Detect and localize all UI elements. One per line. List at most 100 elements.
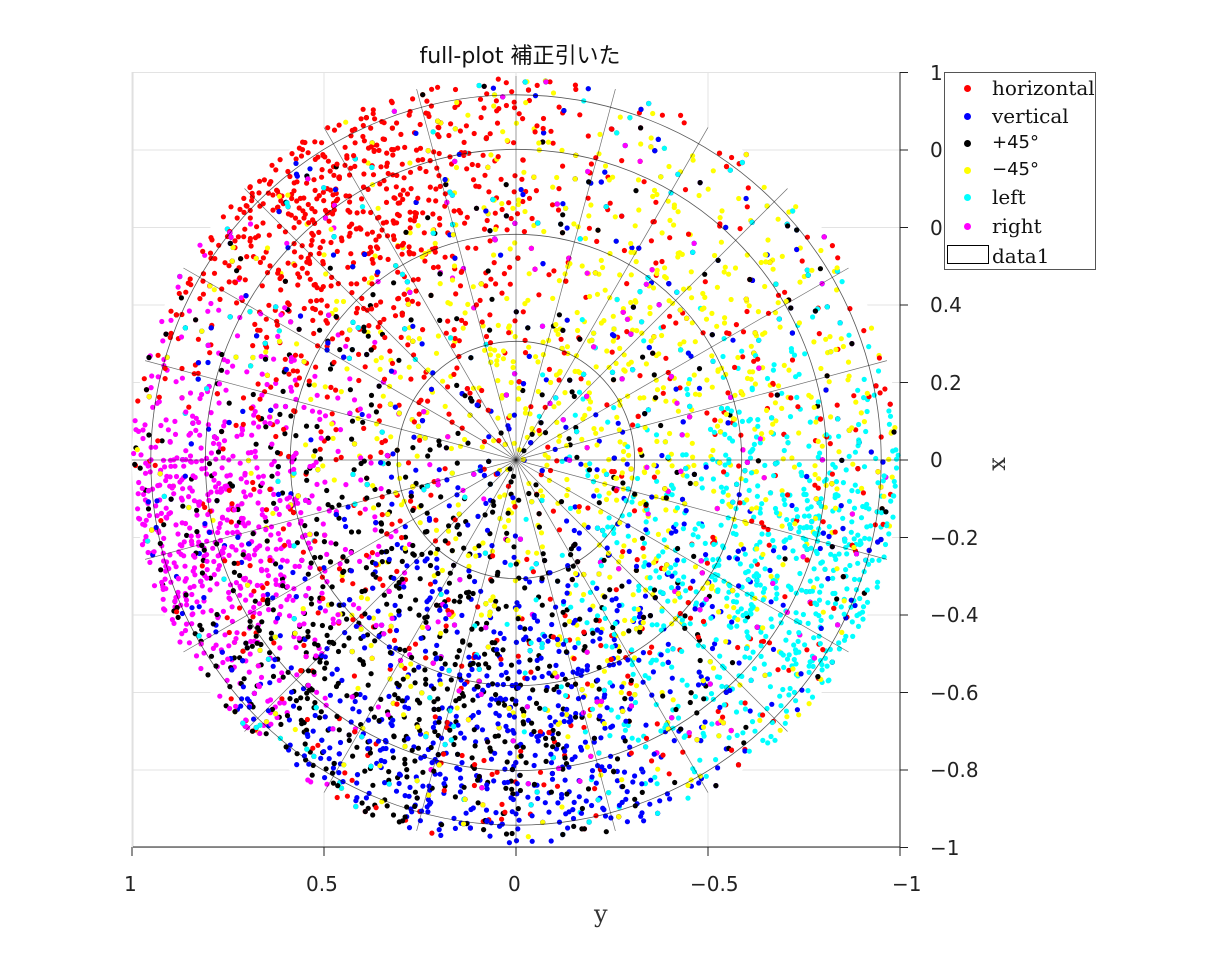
data-point <box>529 499 534 504</box>
data-point <box>578 462 583 467</box>
data-point <box>328 385 333 390</box>
data-point <box>270 192 275 197</box>
data-point <box>511 359 516 364</box>
data-point <box>313 188 318 193</box>
data-point <box>678 347 683 352</box>
data-point <box>659 333 664 338</box>
data-point <box>374 805 379 810</box>
data-point <box>525 550 530 555</box>
data-point <box>265 581 270 586</box>
data-point <box>594 488 599 493</box>
data-point <box>374 436 379 441</box>
data-point <box>689 269 694 274</box>
data-point <box>486 189 491 194</box>
data-point <box>193 428 198 433</box>
data-point <box>606 457 611 462</box>
data-point <box>323 384 328 389</box>
data-point <box>345 265 350 270</box>
data-point <box>443 182 448 187</box>
data-point <box>752 729 757 734</box>
data-point <box>413 597 418 602</box>
data-point <box>471 591 476 596</box>
data-point <box>464 166 469 171</box>
data-point <box>681 558 686 563</box>
data-point <box>245 725 250 730</box>
data-point <box>260 372 265 377</box>
data-point <box>266 607 271 612</box>
data-point <box>538 770 543 775</box>
data-point <box>369 281 374 286</box>
data-point <box>538 420 543 425</box>
data-point <box>327 640 332 645</box>
data-point <box>437 151 442 156</box>
data-point <box>595 526 600 531</box>
data-point <box>618 439 623 444</box>
data-point <box>287 696 292 701</box>
data-point <box>639 331 644 336</box>
data-point <box>397 781 402 786</box>
data-point <box>206 498 211 503</box>
data-point <box>269 474 274 479</box>
data-point <box>717 705 722 710</box>
data-point <box>274 547 279 552</box>
data-point <box>177 639 182 644</box>
data-point <box>686 381 691 386</box>
data-point <box>297 375 302 380</box>
data-point <box>391 812 396 817</box>
data-point <box>147 560 152 565</box>
data-point <box>462 703 467 708</box>
data-point <box>651 463 656 468</box>
data-point <box>639 319 644 324</box>
data-point <box>414 288 419 293</box>
data-point <box>259 568 264 573</box>
data-point <box>672 738 677 743</box>
data-point <box>439 822 444 827</box>
data-point <box>497 494 502 499</box>
data-point <box>693 694 698 699</box>
data-point <box>812 463 817 468</box>
data-point <box>288 385 293 390</box>
data-point <box>368 750 373 755</box>
data-point <box>704 377 709 382</box>
data-point <box>619 214 624 219</box>
data-point <box>667 796 672 801</box>
data-point <box>632 797 637 802</box>
data-point <box>334 457 339 462</box>
data-point <box>480 319 485 324</box>
data-point <box>378 255 383 260</box>
data-point <box>434 565 439 570</box>
data-point <box>311 669 316 674</box>
data-point <box>277 645 282 650</box>
data-point <box>407 365 412 370</box>
data-point <box>395 296 400 301</box>
data-point <box>655 767 660 772</box>
data-point <box>404 774 409 779</box>
data-point <box>332 477 337 482</box>
data-point <box>281 526 286 531</box>
data-point <box>796 529 801 534</box>
data-point <box>451 343 456 348</box>
data-point <box>583 740 588 745</box>
data-point <box>704 317 709 322</box>
data-point <box>662 537 667 542</box>
data-point <box>186 494 191 499</box>
data-point <box>320 463 325 468</box>
data-point <box>436 707 441 712</box>
data-point <box>741 740 746 745</box>
data-point <box>410 508 415 513</box>
data-point <box>614 587 619 592</box>
data-point <box>662 146 667 151</box>
data-point <box>201 292 206 297</box>
data-point <box>744 196 749 201</box>
data-point <box>492 603 497 608</box>
data-point <box>693 339 698 344</box>
data-point <box>350 778 355 783</box>
data-point <box>305 696 310 701</box>
data-point <box>186 505 191 510</box>
data-point <box>681 339 686 344</box>
data-point <box>281 389 286 394</box>
data-point <box>556 649 561 654</box>
data-point <box>352 673 357 678</box>
data-point <box>730 338 735 343</box>
data-point <box>556 401 561 406</box>
